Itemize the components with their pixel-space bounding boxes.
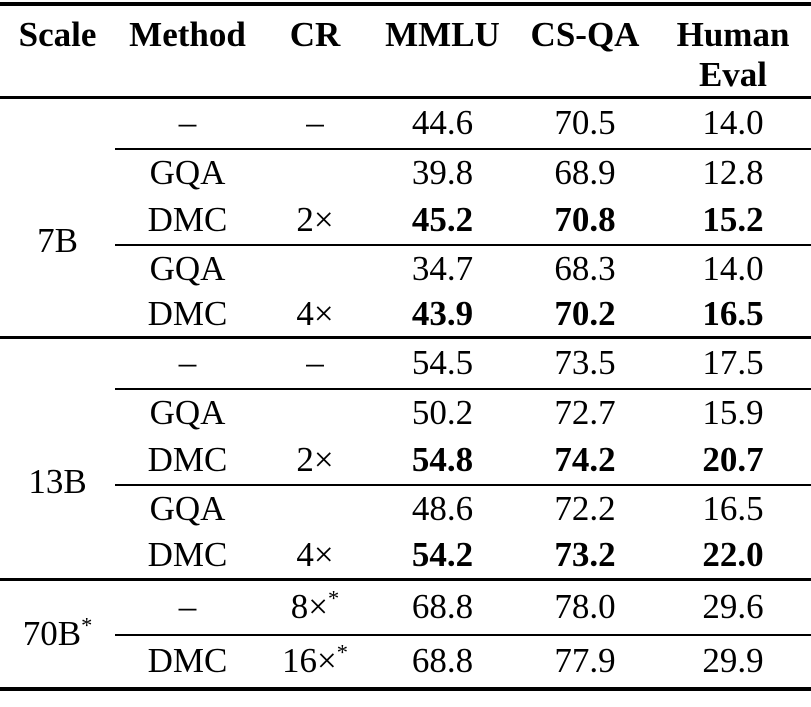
table-row: DMC 2× 45.2 70.8 15.2	[0, 197, 811, 246]
method-cell: GQA	[149, 489, 226, 529]
method-cell: DMC	[115, 293, 260, 339]
table-row: DMC 4× 43.9 70.2 16.5	[0, 293, 811, 339]
method-cell: GQA	[149, 153, 226, 193]
cr-cell	[260, 389, 370, 437]
cr-cell: –	[260, 337, 370, 390]
table-row: 7B – – 44.6 70.5 14.0	[0, 97, 811, 339]
csqa-cell: 73.5	[515, 337, 655, 390]
table-row: 13B – – 54.5 73.5 17.5	[0, 337, 811, 581]
humaneval-cell: 12.8	[702, 153, 764, 193]
cr-cell: 16×*	[282, 639, 348, 681]
csqa-cell: 70.5	[515, 97, 655, 150]
scale-label: 70B	[22, 613, 82, 653]
column-header-csqa: CS-QA	[515, 4, 655, 99]
cr-cell: 2×	[260, 437, 370, 486]
table-row: DMC 16×* 68.8 77.9 29.9	[0, 635, 811, 689]
csqa-cell: 73.2	[515, 533, 655, 581]
mmlu-cell: 54.2	[370, 533, 515, 581]
humaneval-cell: 15.2	[655, 197, 811, 246]
mmlu-cell: 50.2	[411, 393, 474, 433]
humaneval-cell: 29.6	[655, 579, 811, 636]
cr-cell	[260, 149, 370, 197]
csqa-cell: 68.9	[554, 153, 616, 193]
humaneval-cell: 16.5	[702, 489, 764, 529]
results-table: Scale Method CR MMLU CS-QA Human Eval 7B…	[0, 2, 811, 691]
csqa-cell: 72.7	[554, 393, 616, 433]
table-row: GQA 48.6 72.2 16.5	[0, 485, 811, 533]
humaneval-cell: 15.9	[702, 393, 764, 433]
mmlu-cell: 68.8	[411, 641, 474, 681]
csqa-cell: 78.0	[515, 579, 655, 636]
csqa-cell: 68.3	[554, 249, 616, 289]
cr-superscript: *	[328, 585, 340, 611]
table-row: GQA 39.8 68.9 12.8	[0, 149, 811, 197]
table-row: DMC 4× 54.2 73.2 22.0	[0, 533, 811, 581]
csqa-cell: 70.8	[515, 197, 655, 246]
mmlu-cell: 68.8	[370, 579, 515, 636]
cr-cell: 4×	[260, 533, 370, 581]
column-header-mmlu: MMLU	[370, 4, 515, 99]
table-row: GQA 50.2 72.7 15.9	[0, 389, 811, 437]
humaneval-cell: 14.0	[702, 249, 764, 289]
csqa-cell: 74.2	[515, 437, 655, 486]
mmlu-cell: 54.8	[370, 437, 515, 486]
mmlu-cell: 54.5	[370, 337, 515, 390]
cr-cell: 8×*	[260, 579, 370, 636]
humaneval-cell: 16.5	[655, 293, 811, 339]
humaneval-cell: 17.5	[655, 337, 811, 390]
mmlu-cell: 48.6	[411, 489, 474, 529]
method-cell: DMC	[115, 437, 260, 486]
scale-label: 7B	[37, 220, 78, 260]
cr-cell: 2×	[260, 197, 370, 246]
method-cell: GQA	[149, 393, 226, 433]
mmlu-cell: 45.2	[370, 197, 515, 246]
csqa-cell: 70.2	[515, 293, 655, 339]
cr-cell	[260, 485, 370, 533]
cr-cell: –	[260, 97, 370, 150]
cr-superscript: *	[336, 639, 348, 665]
table-row: DMC 2× 54.8 74.2 20.7	[0, 437, 811, 486]
scale-cell-7b: 7B	[0, 97, 115, 339]
cr-cell: 4×	[260, 293, 370, 339]
column-header-human-eval: Human Eval	[655, 4, 811, 99]
table-row: GQA 34.7 68.3 14.0	[0, 245, 811, 293]
scale-label: 13B	[28, 461, 87, 501]
method-cell: DMC	[147, 641, 228, 681]
method-cell: –	[115, 97, 260, 150]
method-cell: –	[115, 337, 260, 390]
column-header-scale: Scale	[0, 4, 115, 99]
column-header-cr: CR	[260, 4, 370, 99]
humaneval-cell: 22.0	[655, 533, 811, 581]
method-cell: DMC	[115, 533, 260, 581]
method-cell: DMC	[115, 197, 260, 246]
method-cell: GQA	[149, 249, 226, 289]
mmlu-cell: 44.6	[370, 97, 515, 150]
scale-cell-13b: 13B	[0, 337, 115, 581]
humaneval-cell: 20.7	[655, 437, 811, 486]
mmlu-cell: 34.7	[411, 249, 474, 289]
cr-cell	[260, 245, 370, 293]
humaneval-cell: 14.0	[655, 97, 811, 150]
mmlu-cell: 39.8	[411, 153, 474, 193]
scale-superscript: *	[81, 611, 93, 637]
column-header-method: Method	[115, 4, 260, 99]
scale-cell-70b: 70B*	[0, 579, 115, 689]
mmlu-cell: 43.9	[370, 293, 515, 339]
csqa-cell: 77.9	[554, 641, 616, 681]
method-cell: –	[115, 579, 260, 636]
table-row: 70B* – 8×* 68.8 78.0 29.6	[0, 579, 811, 653]
header-row: Scale Method CR MMLU CS-QA Human Eval	[0, 4, 811, 99]
csqa-cell: 72.2	[554, 489, 616, 529]
humaneval-cell: 29.9	[702, 641, 764, 681]
